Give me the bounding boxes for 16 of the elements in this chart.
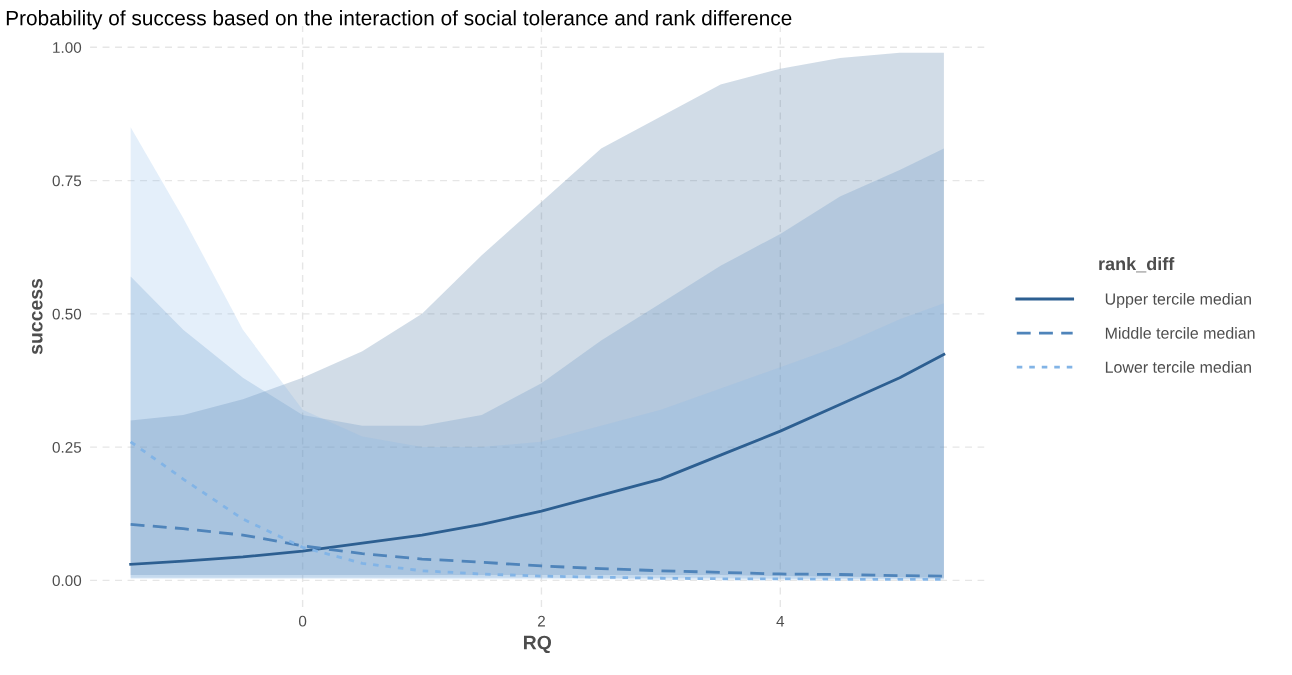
y-tick-label: 0.50 [52, 308, 82, 320]
chart-title: Probability of success based on the interaction of social tolerance and rank difference [6, 10, 792, 30]
y-tick-label: 0.00 [52, 575, 82, 587]
x-tick-label: 0 [298, 615, 307, 627]
legend-label: Middle tercile median [1105, 327, 1255, 339]
y-axis-title: success [31, 278, 43, 355]
legend-label: Upper tercile median [1105, 293, 1251, 308]
x-axis-title: RQ [524, 635, 552, 654]
y-tick-label: 0.75 [52, 175, 82, 187]
y-tick-label: 1.00 [53, 42, 82, 53]
legend-label: Lower tercile median [1105, 361, 1251, 373]
x-tick-label: 2 [537, 615, 545, 627]
line-series [129, 352, 946, 566]
legend-title: rank_diff [1099, 257, 1175, 273]
y-tick-label: 0.25 [52, 441, 82, 453]
x-tick-label: 4 [776, 615, 785, 627]
